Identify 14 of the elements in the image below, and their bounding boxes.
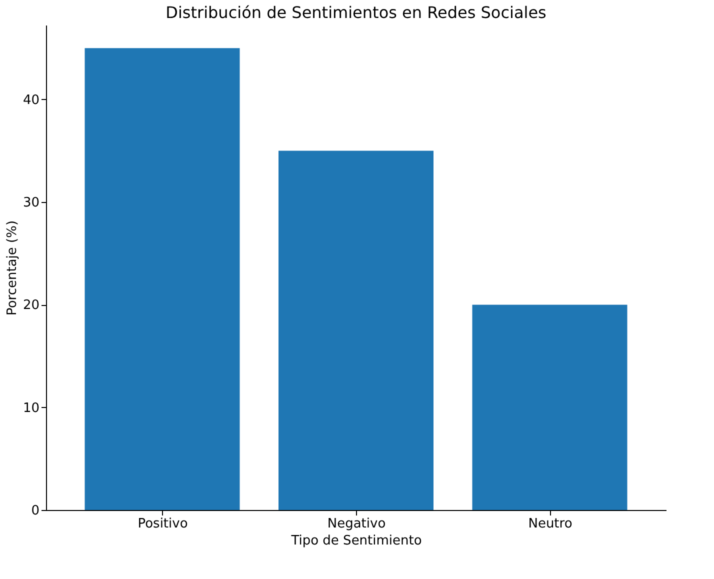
x-tick-label: Negativo <box>327 516 386 532</box>
x-axis-title: Tipo de Sentimiento <box>290 534 422 548</box>
chart-title: Distribución de Sentimientos en Redes Sociales <box>166 3 546 22</box>
bar <box>84 48 240 510</box>
y-tick-label: 0 <box>31 504 40 518</box>
y-axis-title: Porcentaje (%) <box>4 220 20 316</box>
y-tick-label: 40 <box>22 92 40 108</box>
y-tick-label: 20 <box>22 298 40 314</box>
y-tick-label: 30 <box>22 196 40 211</box>
x-tick-label: Neutro <box>528 516 572 532</box>
bar <box>278 150 434 510</box>
x-tick-label: Positivo <box>138 516 188 532</box>
bar <box>472 304 628 510</box>
y-tick-label: 10 <box>22 400 40 416</box>
